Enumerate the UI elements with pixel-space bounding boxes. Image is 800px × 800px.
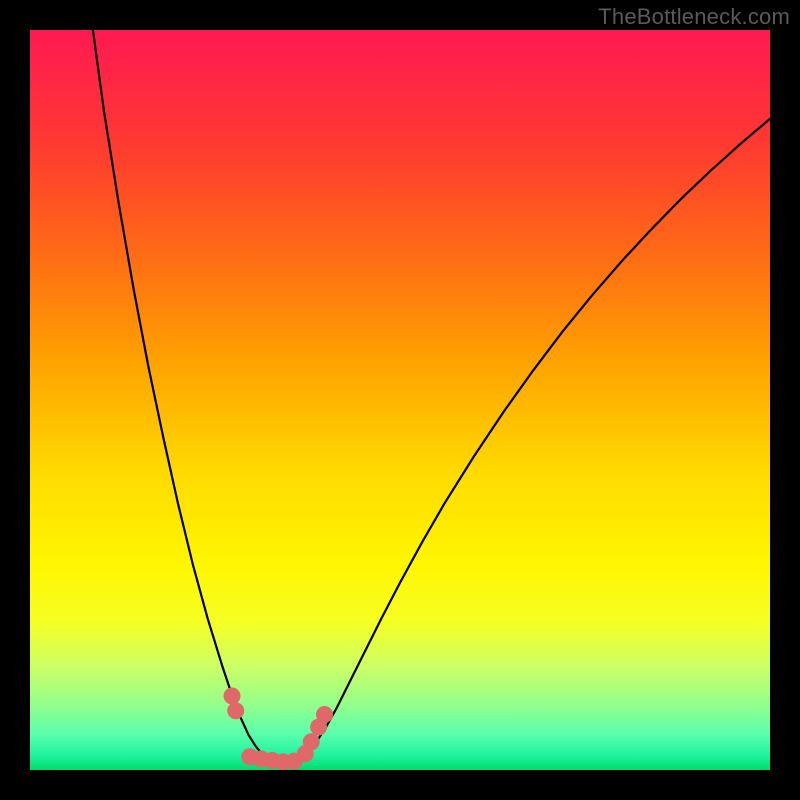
plot-svg [30,30,770,770]
marker-point [224,688,241,705]
marker-point [227,702,244,719]
marker-point [303,733,320,750]
marker-point [316,706,333,723]
heat-gradient-background [30,30,770,770]
outer-canvas: TheBottleneck.com [0,0,800,800]
plot-area [30,30,770,770]
watermark-text: TheBottleneck.com [598,4,790,30]
